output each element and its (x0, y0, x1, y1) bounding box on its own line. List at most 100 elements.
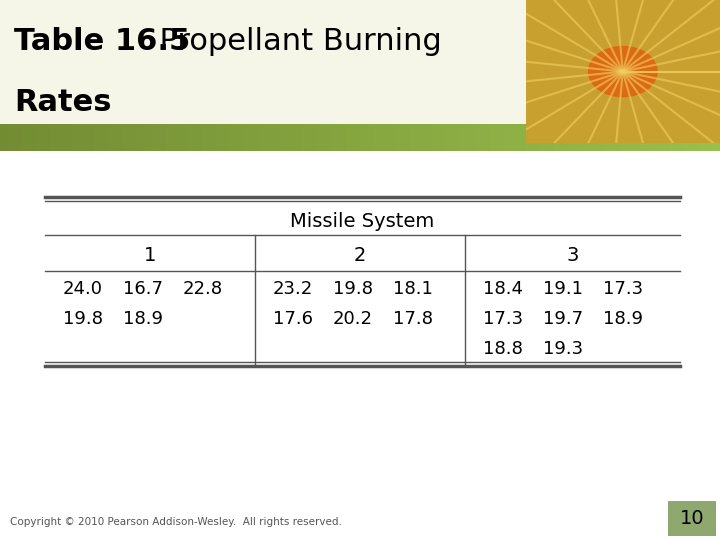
Bar (72, 124, 79, 151)
Circle shape (588, 46, 658, 97)
Bar (166, 124, 173, 151)
Bar (374, 124, 382, 151)
Text: 18.4: 18.4 (483, 280, 523, 298)
Bar (526, 124, 533, 151)
Bar (389, 124, 396, 151)
Bar (598, 124, 605, 151)
FancyBboxPatch shape (668, 501, 716, 536)
Bar (691, 124, 698, 151)
Text: 18.9: 18.9 (123, 310, 163, 328)
Text: Table 16.5: Table 16.5 (14, 27, 191, 56)
Bar (670, 124, 677, 151)
Bar (173, 124, 180, 151)
Text: 2: 2 (354, 246, 366, 265)
Bar (43, 124, 50, 151)
Bar (130, 124, 137, 151)
Bar (425, 124, 432, 151)
Text: 10: 10 (680, 509, 704, 529)
Bar (583, 124, 590, 151)
Bar (22, 124, 29, 151)
Bar (590, 124, 598, 151)
Bar (641, 124, 648, 151)
Bar (0, 124, 7, 151)
Bar (295, 124, 302, 151)
Bar (382, 124, 389, 151)
Text: 19.3: 19.3 (543, 340, 583, 358)
Bar (554, 124, 562, 151)
Bar (410, 124, 418, 151)
Bar (353, 124, 360, 151)
Bar (223, 124, 230, 151)
Bar (461, 124, 468, 151)
Text: 20.2: 20.2 (333, 310, 373, 328)
Text: 19.8: 19.8 (63, 310, 103, 328)
Text: 19.8: 19.8 (333, 280, 373, 298)
Bar (281, 124, 288, 151)
Bar (367, 124, 374, 151)
Text: Copyright © 2010 Pearson Addison-Wesley.  All rights reserved.: Copyright © 2010 Pearson Addison-Wesley.… (10, 517, 342, 527)
Bar (180, 124, 187, 151)
Bar (482, 124, 490, 151)
Bar (619, 124, 626, 151)
Bar (338, 124, 346, 151)
Text: 17.8: 17.8 (393, 310, 433, 328)
Bar (158, 124, 166, 151)
Bar (504, 124, 511, 151)
Bar (655, 124, 662, 151)
Bar (547, 124, 554, 151)
Bar (360, 124, 367, 151)
Bar (310, 124, 317, 151)
Bar (454, 124, 461, 151)
Bar (7, 124, 14, 151)
Bar (346, 124, 353, 151)
Bar (252, 124, 259, 151)
Bar (540, 124, 547, 151)
Bar (468, 124, 475, 151)
Bar (101, 124, 108, 151)
Bar (612, 124, 619, 151)
Bar (533, 124, 540, 151)
Bar (439, 124, 446, 151)
Bar (713, 124, 720, 151)
Text: 22.8: 22.8 (183, 280, 223, 298)
Bar (648, 124, 655, 151)
Text: 19.1: 19.1 (543, 280, 583, 298)
Bar (475, 124, 482, 151)
Bar (446, 124, 454, 151)
Text: 23.2: 23.2 (273, 280, 313, 298)
Text: 18.8: 18.8 (483, 340, 523, 358)
Bar (202, 124, 209, 151)
Bar (331, 124, 338, 151)
Bar (108, 124, 115, 151)
Text: 3: 3 (567, 246, 579, 265)
Bar (94, 124, 101, 151)
Bar (511, 124, 518, 151)
Bar (662, 124, 670, 151)
Text: 19.7: 19.7 (543, 310, 583, 328)
Bar (706, 124, 713, 151)
Text: 16.7: 16.7 (123, 280, 163, 298)
Text: Missile System: Missile System (290, 212, 435, 231)
Bar (634, 124, 641, 151)
Bar (79, 124, 86, 151)
Text: 17.6: 17.6 (273, 310, 313, 328)
Text: Propellant Burning: Propellant Burning (140, 27, 442, 56)
Bar (698, 124, 706, 151)
Text: 18.1: 18.1 (393, 280, 433, 298)
Text: 24.0: 24.0 (63, 280, 103, 298)
Bar (677, 124, 684, 151)
Bar (14, 124, 22, 151)
Text: 18.9: 18.9 (603, 310, 643, 328)
Bar (684, 124, 691, 151)
Bar (576, 124, 583, 151)
Bar (259, 124, 266, 151)
Bar (274, 124, 281, 151)
Bar (418, 124, 425, 151)
Bar (29, 124, 36, 151)
Bar (115, 124, 122, 151)
Bar (626, 124, 634, 151)
Bar (194, 124, 202, 151)
Bar (230, 124, 238, 151)
Bar (58, 124, 65, 151)
Bar (36, 124, 43, 151)
